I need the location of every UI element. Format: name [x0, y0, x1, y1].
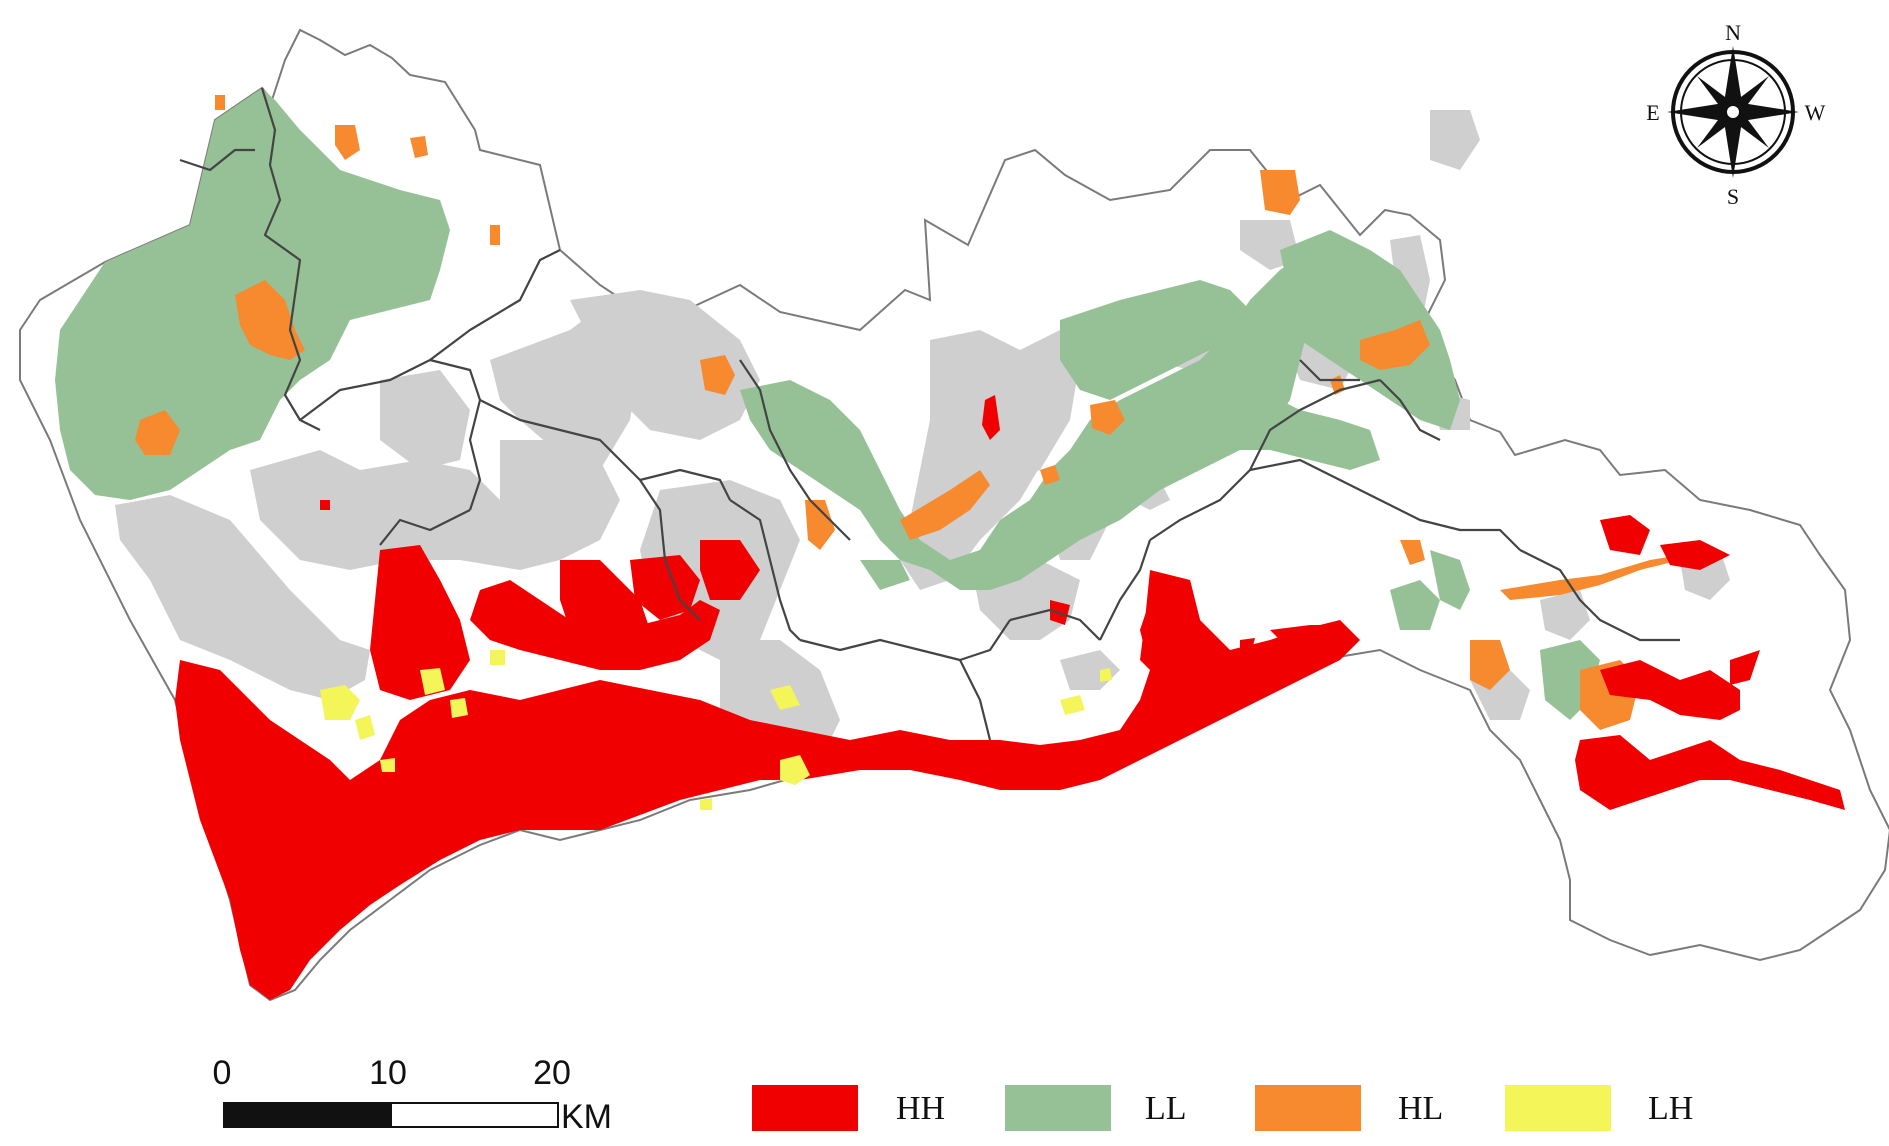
- legend-swatch-hl: [1255, 1085, 1361, 1131]
- scale-tick-20: 20: [533, 1054, 571, 1092]
- legend-label-hh: HH: [896, 1090, 945, 1127]
- district-boundaries: [179, 87, 1680, 741]
- legend-label-lh: LH: [1648, 1090, 1693, 1127]
- lh-clusters: [320, 650, 1112, 810]
- scale-unit: KM: [561, 1098, 612, 1136]
- north-arrow-compass: N S E W: [1646, 20, 1825, 209]
- hh-clusters: [175, 395, 1845, 1000]
- scale-bar: 0 10 20 KM: [213, 1054, 612, 1136]
- compass-east-label: E: [1646, 100, 1659, 125]
- scale-tick-0: 0: [213, 1054, 232, 1092]
- legend: HH LL HL LH: [752, 1085, 1693, 1131]
- scale-tick-10: 10: [369, 1054, 407, 1092]
- legend-swatch-lh: [1505, 1085, 1611, 1131]
- legend-swatch-hh: [752, 1085, 858, 1131]
- legend-label-ll: LL: [1145, 1090, 1187, 1127]
- legend-label-hl: HL: [1398, 1090, 1443, 1127]
- legend-swatch-ll: [1005, 1085, 1111, 1131]
- compass-north-label: N: [1725, 20, 1741, 45]
- compass-south-label: S: [1727, 184, 1739, 209]
- compass-west-label: W: [1805, 100, 1826, 125]
- hl-clusters: [135, 95, 1680, 730]
